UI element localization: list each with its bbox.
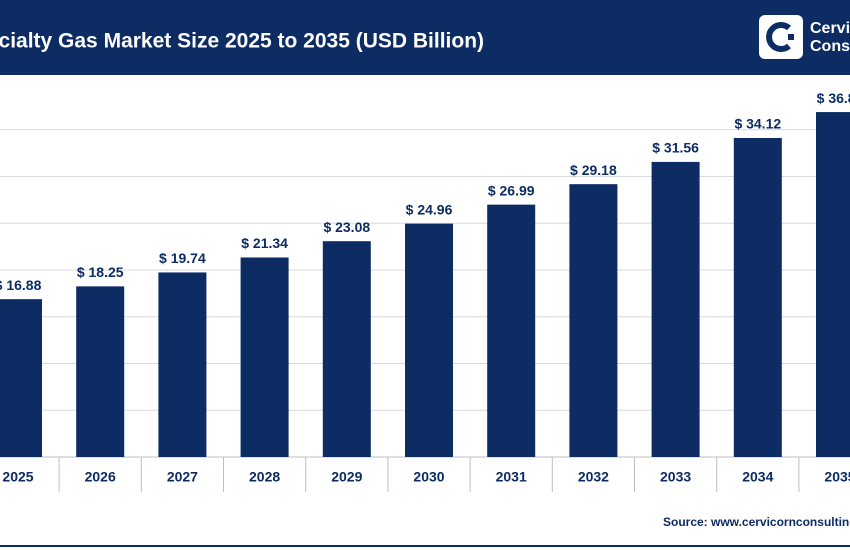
x-tick-label: 2034 [742,469,773,485]
value-label: $ 21.34 [241,235,288,251]
bar [158,272,207,457]
logo-text: Cervicorn [810,20,850,37]
bar [322,241,371,457]
bar [651,161,700,457]
x-tick-label: 2029 [331,469,362,485]
x-tick-label: 2031 [496,469,527,485]
x-tick-label: 2033 [660,469,691,485]
value-label: $ 29.18 [570,162,617,178]
logo-text: Consulting [810,38,850,55]
x-tick-label: 2028 [249,469,280,485]
value-label: $ 19.74 [159,250,206,266]
bar [569,184,618,458]
bar [733,137,782,457]
value-label: $ 24.96 [406,201,453,217]
bar [816,112,850,458]
value-label: $ 36.89 [817,90,850,106]
bar [405,223,453,457]
bar [76,286,125,457]
x-tick-label: 2032 [578,469,609,485]
bar [487,204,536,457]
x-tick-label: 2035 [824,469,850,485]
source: Source: www.cervicornconsulting.com [663,515,850,529]
logo-glyph [766,22,791,52]
x-tick-label: 2026 [85,469,116,485]
value-label: $ 26.99 [488,182,535,198]
x-tick-label: 2027 [167,469,198,485]
value-label: $ 16.88 [0,277,42,293]
logo-dot [788,34,794,40]
value-label: $ 23.08 [323,219,370,235]
header-band [0,0,850,75]
bar [240,257,289,457]
value-label: $ 18.25 [77,264,124,280]
logo-icon [759,15,803,59]
bar [0,299,42,457]
value-label: $ 31.56 [652,140,699,156]
chart-title: Specialty Gas Market Size 2025 to 2035 (… [0,30,484,53]
x-tick-label: 2030 [413,469,444,485]
x-tick-label: 2025 [2,469,33,485]
value-label: $ 34.12 [734,116,781,132]
